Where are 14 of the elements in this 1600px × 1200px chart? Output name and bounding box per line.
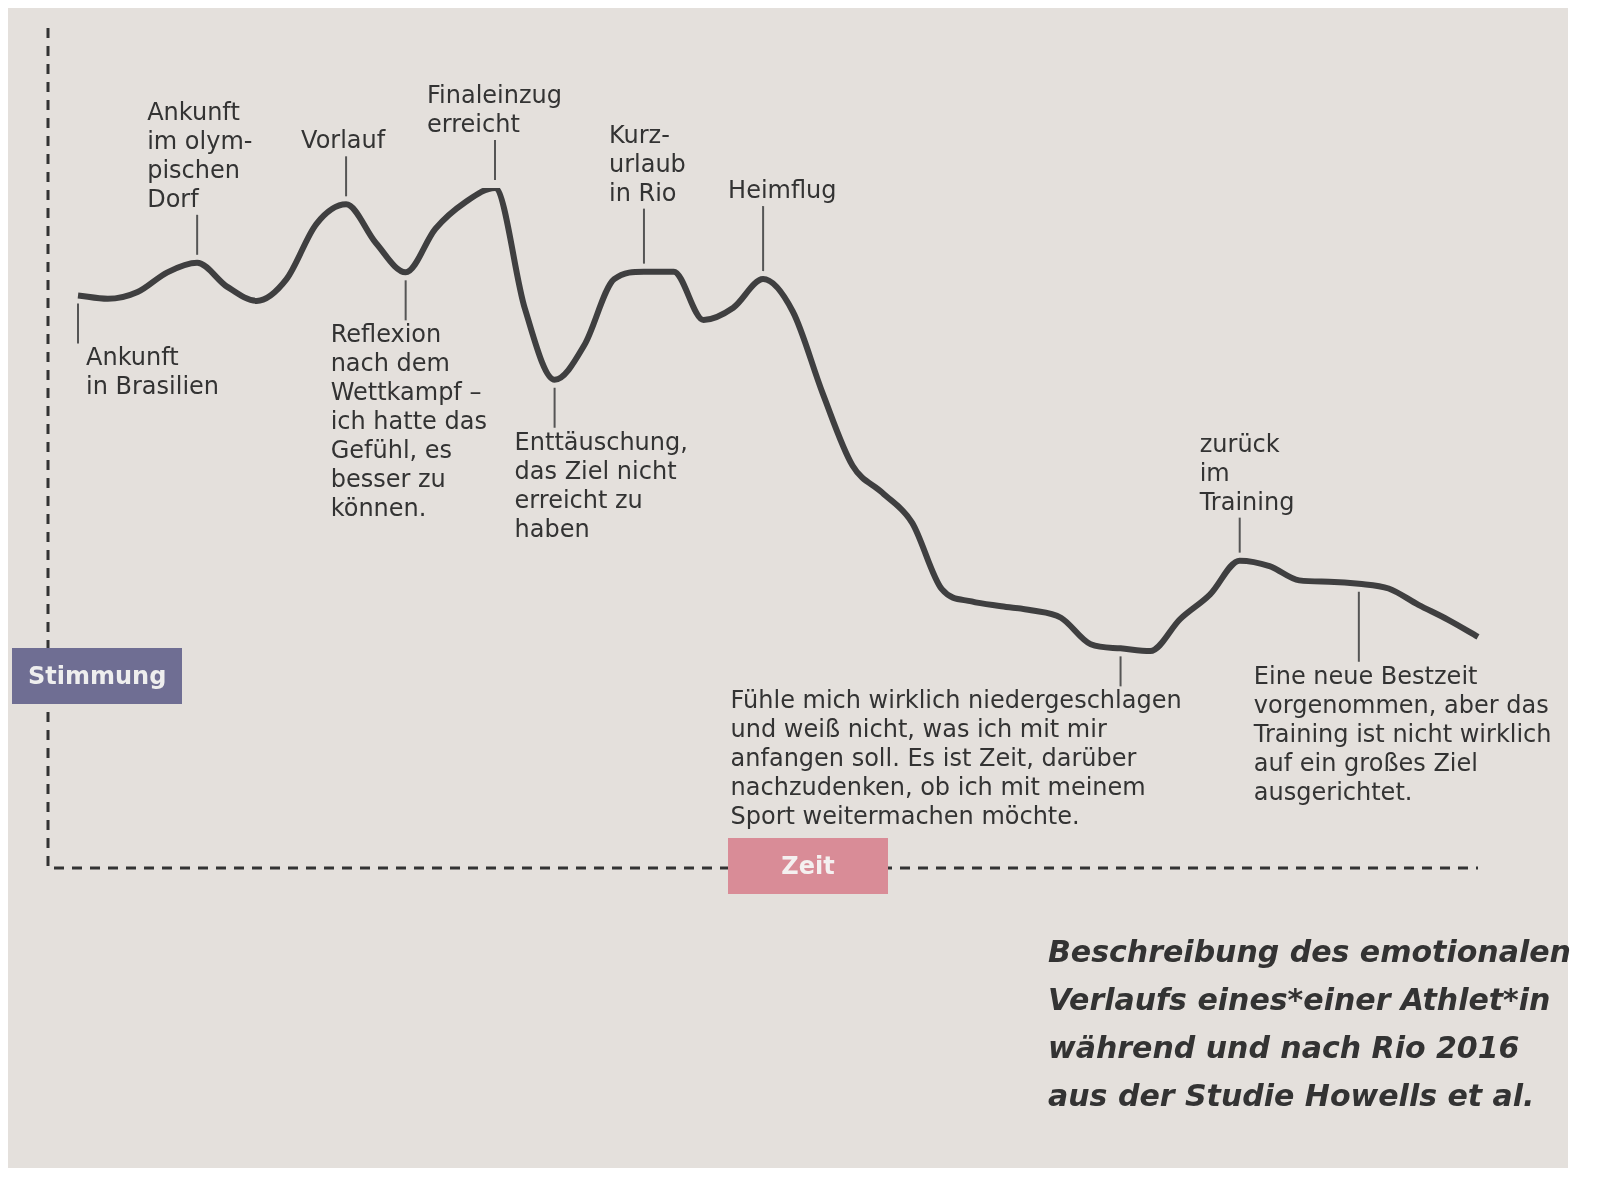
annotation: Fühle mich wirklich niedergeschlagen und weiß nicht, was ich mit mir anfangen soll. Es ist Zeit, darüber nachzudenken, ob ich mit meinem Sport weitermachen möchte. <box>730 686 1182 831</box>
text: Beschreibung des emotionalen Verlaufs eines*einer Athlet*in während und nach Rio 2016 aus der Studie Howells et al. <box>1048 933 1571 1115</box>
annotation: Ankunft im olym- pischen Dorf <box>147 97 253 213</box>
annotation: Reflexion nach dem Wettkampf – ich hatte das Gefühl, es besser zu können. <box>330 320 487 523</box>
annotation: Eine neue Bestzeit vorgenommen, aber das Training ist nicht wirklich auf ein großes Ziel ausgerichtet. <box>1252 661 1552 806</box>
annotation: Ankunft in Brasilien <box>86 343 220 401</box>
annotation: Heimflug <box>728 176 837 205</box>
annotation: Enttäuschung, das Ziel nicht erreicht zu haben <box>514 427 688 543</box>
label-tag: Stimmung <box>12 648 183 704</box>
annotation: zurück im Training <box>1198 429 1295 516</box>
label-tag: Zeit <box>728 838 888 894</box>
text: Vorlauf <box>301 126 386 155</box>
text: Finaleinzug erreicht <box>427 81 563 138</box>
annotation: Kurz- urlaub in Rio <box>608 120 686 207</box>
